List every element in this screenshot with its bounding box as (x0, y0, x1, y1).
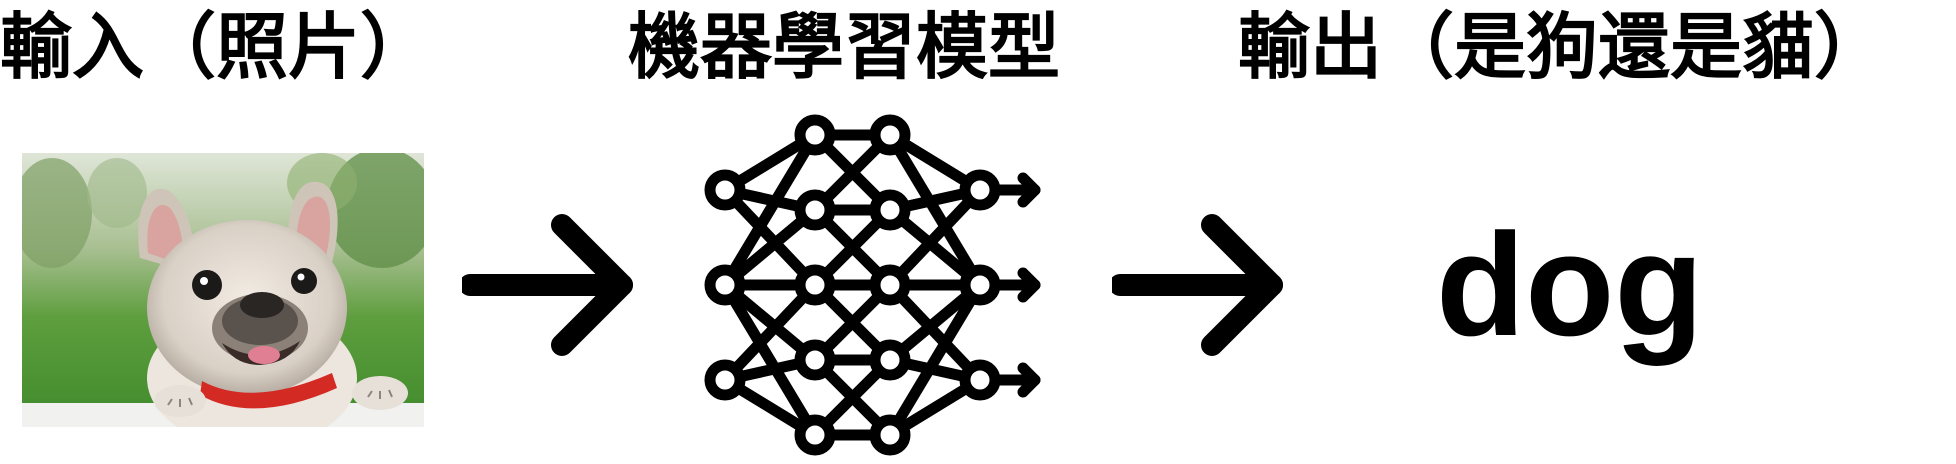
model-label: 機器學習模型 (628, 5, 1061, 89)
input-label: 輸入（照片） (0, 5, 433, 89)
right-arrow-icon (1109, 205, 1292, 369)
neural-network-icon (695, 110, 1055, 464)
right-arrow-icon (459, 205, 642, 369)
prediction-result: dog (1436, 203, 1704, 366)
output-label: 輸出（是狗還是貓） (1238, 5, 1887, 89)
dog-photo (22, 153, 424, 427)
